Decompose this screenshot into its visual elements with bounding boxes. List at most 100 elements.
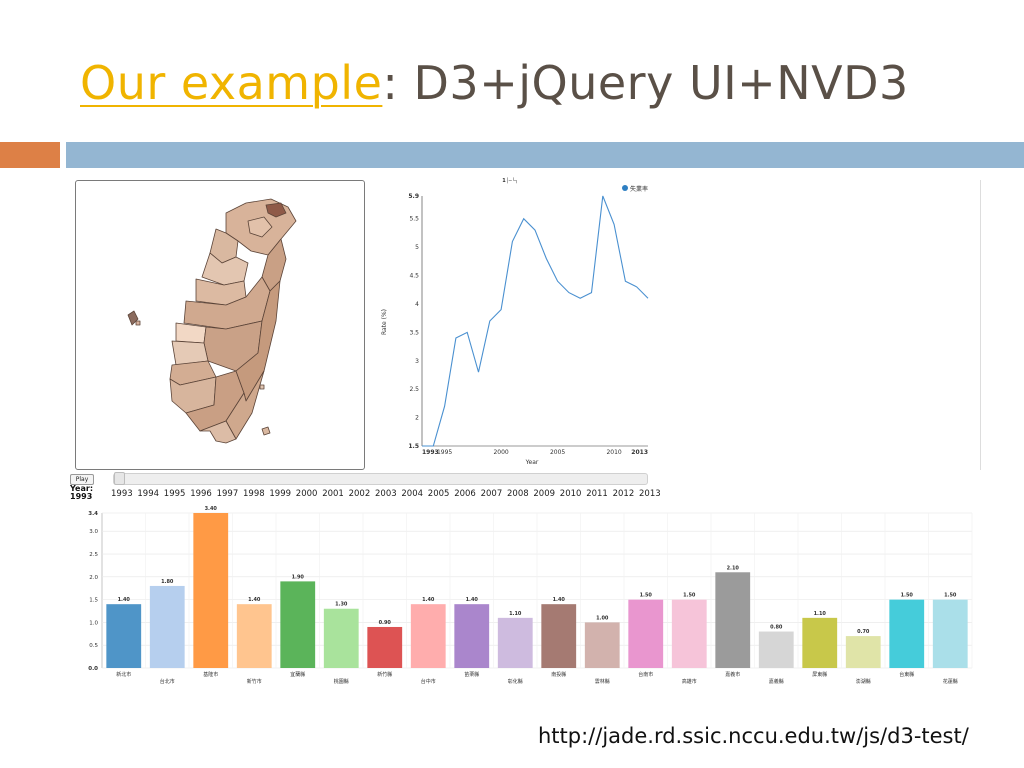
year-tick-2006[interactable]: 2006 — [454, 489, 476, 499]
bar-value-label: 1.40 — [466, 597, 479, 603]
year-caption: Year: — [70, 484, 94, 493]
island-penghu[interactable] — [127, 310, 139, 326]
bar-category-label: 澎湖縣 — [856, 678, 871, 685]
year-tick-2001[interactable]: 2001 — [322, 489, 344, 499]
county-keelung[interactable] — [265, 202, 287, 218]
bar-value-label: 3.40 — [205, 506, 218, 512]
bar-6 — [367, 626, 403, 668]
bar-y-tick-label: 1.0 — [89, 620, 98, 626]
bar-value-label: 1.00 — [596, 615, 609, 621]
bar-7 — [410, 604, 446, 668]
year-tick-1999[interactable]: 1999 — [269, 489, 292, 499]
year-tick-2011[interactable]: 2011 — [586, 489, 608, 499]
bar-value-label: 1.10 — [509, 611, 522, 617]
year-tick-2010[interactable]: 2010 — [559, 489, 582, 499]
year-slider-track[interactable] — [113, 473, 648, 485]
year-tick-1993[interactable]: 1993 — [111, 489, 133, 499]
year-tick-1998[interactable]: 1998 — [243, 489, 265, 499]
year-axis: 1993 1994 1995 1996 1997 1998 1999 2000 2001 2002… — [111, 489, 671, 501]
bar-value-label: 1.50 — [944, 593, 957, 599]
bar-19 — [932, 599, 968, 668]
line-chart-svg: 1│─└┐ 失業率 Rate (%) Year 1.5 2 2.5 3 3.5 4 4.5 5… — [381, 177, 649, 466]
y-tick-label: 1.5 — [408, 443, 419, 450]
county-changhua[interactable] — [175, 322, 207, 344]
bar-y-tick-label: 2.0 — [89, 575, 98, 581]
x-tick-label: 1995 — [437, 449, 452, 456]
bar-y-tick-label: 0.0 — [88, 666, 98, 672]
year-tick-2013[interactable]: 2013 — [639, 489, 661, 499]
year-tick-2008[interactable]: 2008 — [507, 489, 529, 499]
county-hualien[interactable] — [235, 280, 281, 402]
year-tick-2002[interactable]: 2002 — [348, 489, 371, 499]
bar-value-label: 1.40 — [422, 597, 435, 603]
year-tick-2012[interactable]: 2012 — [612, 489, 635, 499]
bar-0 — [106, 604, 142, 668]
bar-value-label: 1.50 — [901, 593, 914, 599]
y-tick-label: 3.5 — [409, 329, 419, 336]
bar-category-label: 彰化縣 — [508, 678, 523, 685]
bar-category-label: 桃園縣 — [334, 678, 349, 685]
x-tick-label: 2013 — [631, 449, 648, 456]
bar-category-label: 高雄市 — [682, 678, 697, 685]
y-tick-label: 3 — [415, 358, 419, 365]
year-slider-handle[interactable] — [114, 472, 125, 485]
year-tick-2000[interactable]: 2000 — [295, 489, 318, 499]
year-readout: Year: 1993 — [70, 485, 93, 501]
bar-14 — [715, 572, 751, 668]
bar-18 — [889, 599, 925, 668]
chart-divider — [980, 180, 981, 470]
year-tick-1995[interactable]: 1995 — [163, 489, 186, 499]
bar-y-tick-label: 0.5 — [89, 643, 98, 649]
taiwan-map-panel — [75, 180, 365, 470]
demo-url[interactable]: http://jade.rd.ssic.nccu.edu.tw/js/d3-te… — [538, 724, 969, 748]
year-tick-2003[interactable]: 2003 — [375, 489, 397, 499]
orange-accent-bar — [0, 142, 60, 168]
y-tick-label: 4 — [415, 301, 419, 308]
slide-title-rest: : D3+jQuery UI+NVD3 — [382, 56, 909, 110]
island-penghu-2[interactable] — [135, 320, 141, 326]
legend-dot — [622, 185, 628, 191]
island-lanyu[interactable] — [261, 426, 271, 436]
county-pingtung[interactable] — [199, 420, 237, 444]
year-tick-1997[interactable]: 1997 — [216, 489, 239, 499]
y-tick-label: 5.9 — [408, 193, 419, 200]
county-taipei[interactable] — [247, 216, 273, 238]
bar-value-label: 1.40 — [248, 597, 261, 603]
legend-label: 失業率 — [630, 185, 648, 193]
bar-category-label: 嘉義市 — [725, 671, 740, 678]
y-tick-label: 2.5 — [409, 386, 419, 393]
year-value: 1993 — [70, 492, 93, 501]
y-tick-label: 5.5 — [409, 216, 419, 223]
bar-category-label: 新竹市 — [247, 678, 262, 685]
bar-value-label: 1.40 — [553, 597, 566, 603]
unemployment-rate-line — [422, 195, 649, 447]
bar-category-label: 台東縣 — [899, 671, 914, 678]
year-tick-1996[interactable]: 1996 — [190, 489, 212, 499]
year-tick-2005[interactable]: 2005 — [427, 489, 450, 499]
bar-value-label: 0.80 — [770, 625, 783, 631]
bar-value-label: 1.80 — [161, 579, 174, 585]
island-green[interactable] — [259, 384, 265, 390]
bar-1 — [149, 585, 185, 668]
bar-11 — [584, 622, 620, 668]
bar-category-label: 宜蘭縣 — [290, 671, 305, 678]
slide-title: Our example: D3+jQuery UI+NVD3 — [80, 56, 909, 110]
bar-category-label: 台北市 — [160, 678, 175, 685]
play-button[interactable]: Play — [70, 474, 94, 485]
our-example-link[interactable]: Our example — [80, 56, 383, 110]
x-tick-label: 2000 — [493, 449, 508, 456]
year-tick-2009[interactable]: 2009 — [533, 489, 556, 499]
bar-value-label: 1.50 — [640, 593, 653, 599]
y-tick-label: 2 — [415, 415, 419, 422]
county-hsinchu[interactable] — [201, 252, 249, 286]
bar-category-label: 嘉義縣 — [769, 678, 784, 685]
bar-16 — [802, 617, 838, 668]
bar-8 — [454, 604, 490, 668]
year-tick-2004[interactable]: 2004 — [401, 489, 424, 499]
bar-value-label: 1.40 — [118, 597, 131, 603]
x-axis-label: Year — [525, 459, 539, 466]
year-tick-2007[interactable]: 2007 — [480, 489, 503, 499]
year-tick-1994[interactable]: 1994 — [137, 489, 160, 499]
y-tick-label: 5 — [415, 244, 419, 251]
x-tick-label: 1993 — [422, 449, 439, 456]
